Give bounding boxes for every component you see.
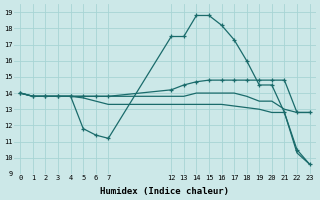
- X-axis label: Humidex (Indice chaleur): Humidex (Indice chaleur): [100, 187, 229, 196]
